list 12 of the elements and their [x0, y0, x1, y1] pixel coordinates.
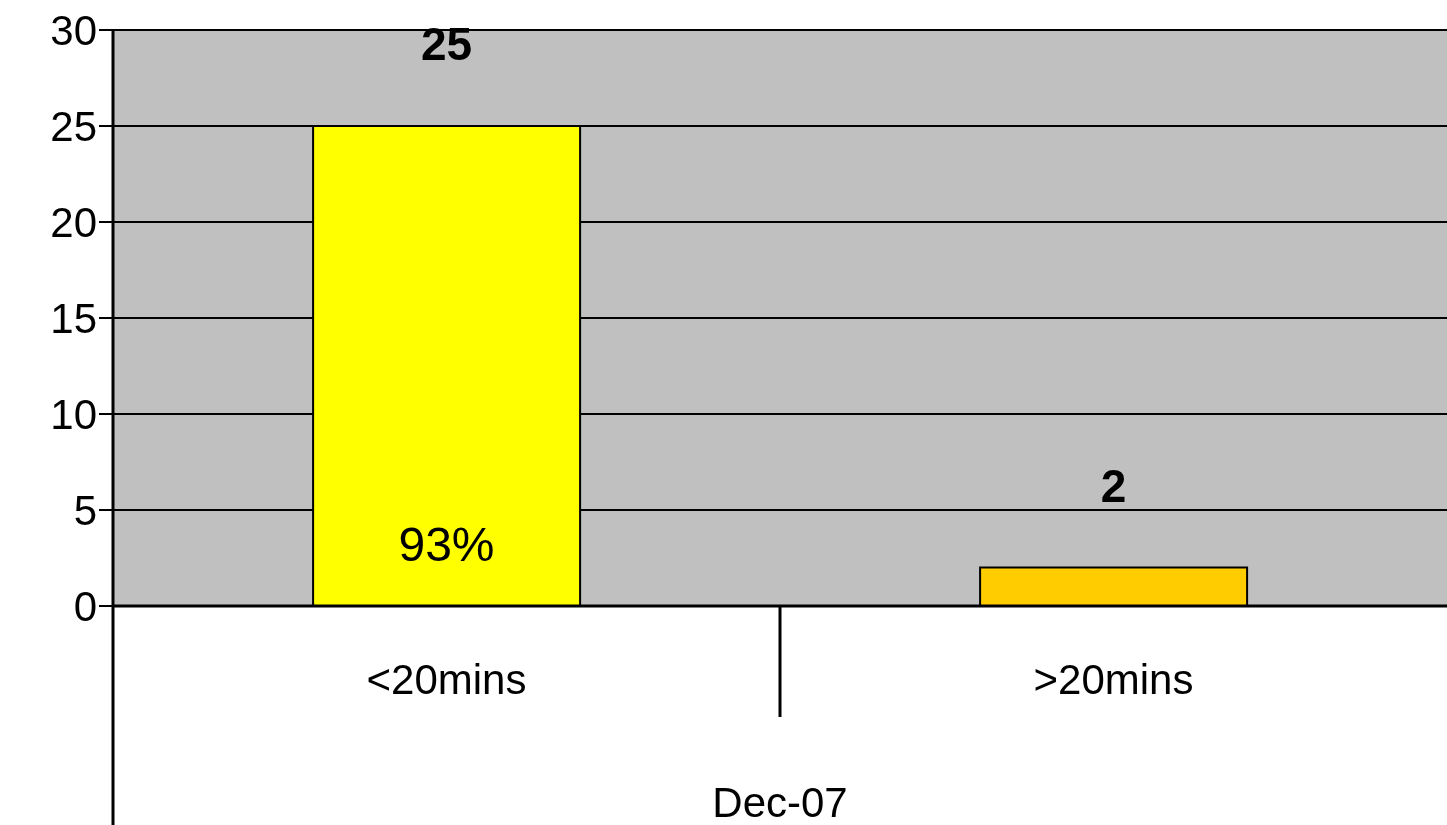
y-tick-label: 10 [50, 390, 97, 438]
annotation: 93% [397, 518, 496, 572]
y-tick-label: 30 [50, 6, 97, 54]
y-tick-label: 5 [73, 486, 97, 534]
y-tick-label: 0 [73, 582, 97, 630]
x-tick-label: <20mins [366, 656, 527, 703]
y-tick-label: 25 [50, 102, 97, 150]
data-label: 2 [1100, 459, 1127, 512]
y-tick-label: 20 [50, 198, 97, 246]
x-tick-label: >20mins [1033, 656, 1194, 703]
y-tick-label: 15 [50, 294, 97, 342]
x-axis-title: Dec-07 [712, 779, 848, 825]
